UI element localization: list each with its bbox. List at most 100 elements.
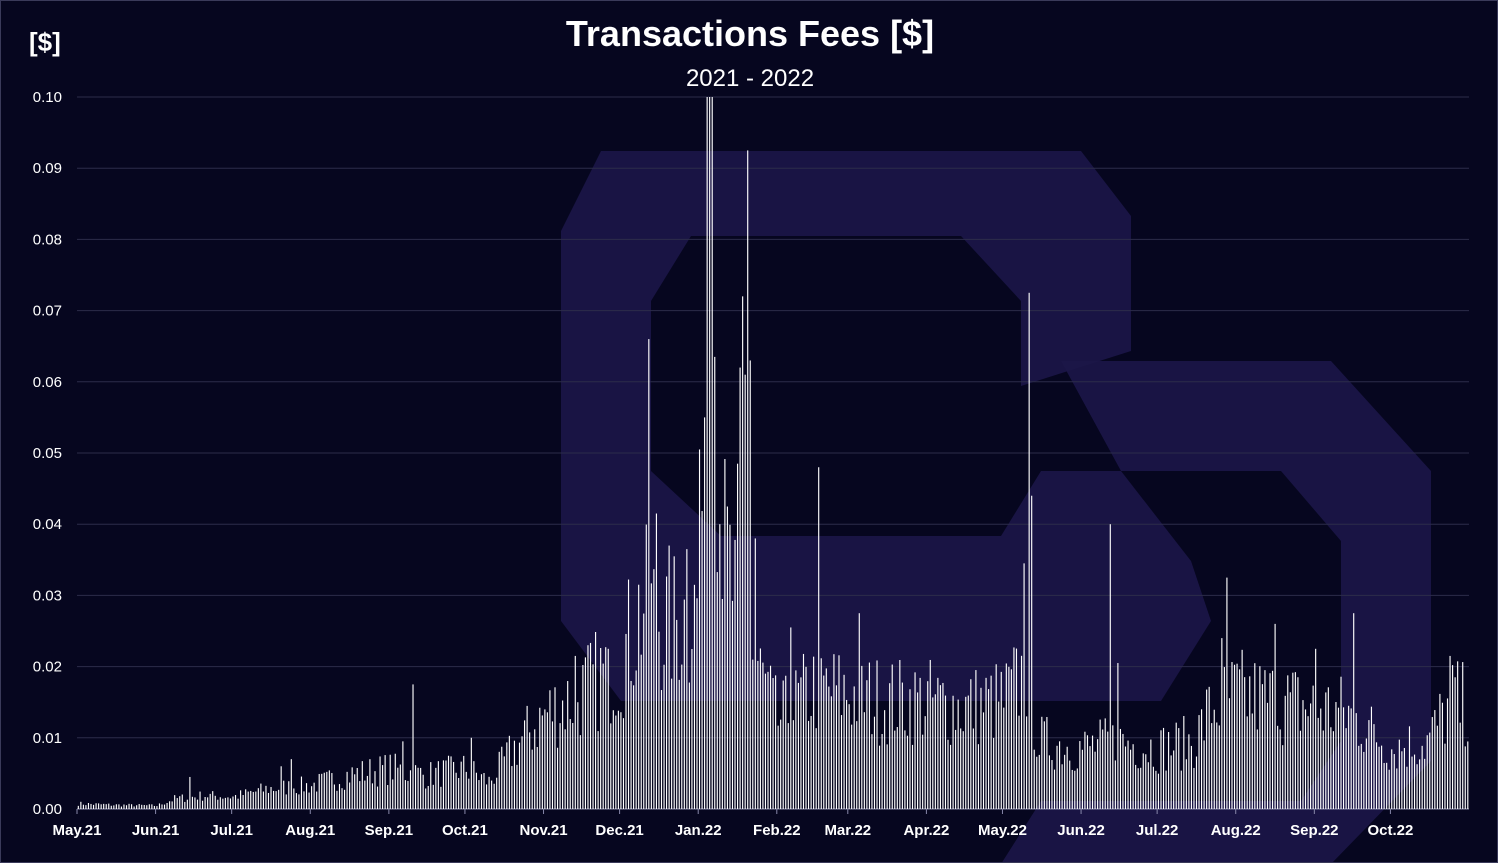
fee-bar (1462, 662, 1464, 809)
fee-bar (1201, 709, 1203, 809)
fee-bar (985, 677, 987, 809)
fee-bar (1330, 727, 1332, 809)
fee-bar (209, 793, 211, 809)
fee-bar (828, 686, 830, 809)
fee-bar (977, 744, 980, 809)
fee-bar (807, 720, 810, 809)
fee-bar (526, 705, 528, 809)
x-tick-label: Aug.22 (1211, 822, 1261, 839)
fee-bar (775, 675, 777, 809)
fee-bar (876, 660, 878, 809)
fee-bar (848, 704, 850, 809)
fee-bar (955, 729, 957, 809)
fee-bar (1051, 760, 1053, 809)
fee-bar (414, 765, 417, 809)
fee-bar (394, 753, 396, 809)
fee-bar (962, 731, 964, 809)
fee-bar (1317, 717, 1319, 809)
fee-bar (681, 664, 683, 809)
fee-bar (577, 702, 579, 809)
fee-bar (881, 734, 883, 809)
fee-bar (1403, 747, 1405, 809)
fee-bar (318, 773, 320, 809)
fee-bar (115, 804, 117, 809)
fee-bar (1239, 669, 1241, 809)
fee-bar (894, 730, 896, 809)
fee-bar (1102, 729, 1104, 809)
fee-bar (1441, 702, 1444, 809)
fee-bar (232, 796, 234, 809)
fee-bar (283, 780, 285, 809)
fee-bar (409, 770, 412, 809)
fee-bar (113, 805, 115, 809)
fee-bar (980, 687, 982, 809)
fee-bar (465, 771, 467, 809)
fee-bar (726, 506, 728, 809)
fee-bar (569, 719, 571, 809)
fee-bar (998, 701, 1000, 809)
fee-bar (125, 805, 128, 809)
fee-bar (435, 767, 437, 809)
fee-bar (830, 696, 832, 809)
fee-bar (891, 664, 893, 809)
fee-bar (1033, 749, 1035, 809)
fee-bar (508, 735, 510, 809)
fee-bar (146, 805, 148, 809)
fee-bar (1363, 751, 1365, 809)
fee-bar (1368, 720, 1370, 809)
fee-bar (719, 524, 721, 809)
fee-bar (868, 662, 870, 809)
y-tick-label: 0.07 (33, 303, 62, 320)
fee-bar (752, 659, 754, 809)
fee-bar (1236, 663, 1238, 809)
fee-bar (630, 680, 632, 809)
fee-bar (98, 803, 100, 809)
fee-bar (1459, 722, 1461, 809)
fee-bar (729, 524, 731, 809)
fee-bar (1018, 715, 1020, 809)
fee-bar (273, 790, 275, 809)
fee-bar (1325, 692, 1327, 809)
fee-bar (739, 367, 741, 809)
fee-bar (696, 598, 698, 809)
fee-bar (1079, 741, 1081, 809)
fee-bar (1284, 695, 1286, 809)
y-tick-label: 0.03 (33, 587, 62, 604)
fee-bar (1132, 744, 1134, 809)
fee-bar (293, 788, 295, 809)
y-tick-label: 0.10 (33, 89, 62, 106)
fee-bar (496, 777, 498, 809)
fee-bar (1104, 718, 1106, 809)
fee-bar (1000, 671, 1002, 809)
fee-bar (1142, 753, 1144, 809)
fee-bar (186, 799, 188, 809)
y-axis-label: [$] (29, 27, 61, 57)
fee-bar (673, 556, 675, 809)
x-tick-label: Nov.21 (519, 822, 567, 839)
fee-bar (1038, 754, 1040, 809)
fee-bar (602, 663, 604, 809)
fee-bar (655, 513, 657, 809)
fee-bar (1213, 709, 1215, 809)
fee-bar (1345, 728, 1347, 809)
fee-bar (749, 360, 751, 809)
fee-bar (1124, 746, 1127, 809)
fee-bar (1279, 729, 1281, 809)
fee-bar (1081, 749, 1083, 809)
fee-bar (1429, 732, 1431, 809)
fee-bar (1282, 745, 1284, 809)
fee-bar (1157, 773, 1160, 809)
y-tick-label: 0.05 (33, 445, 62, 462)
fee-bar (212, 791, 214, 809)
fee-bar (782, 680, 784, 809)
fee-bar (1261, 684, 1263, 809)
fee-bar (237, 798, 239, 809)
fee-bar (361, 761, 363, 809)
fee-bar (721, 598, 723, 809)
fee-bar (1206, 689, 1208, 809)
fee-bar (1373, 724, 1375, 809)
fee-bar (556, 747, 559, 809)
fee-bar (731, 600, 734, 809)
fee-bar (1122, 733, 1124, 809)
fee-bar (376, 786, 379, 809)
